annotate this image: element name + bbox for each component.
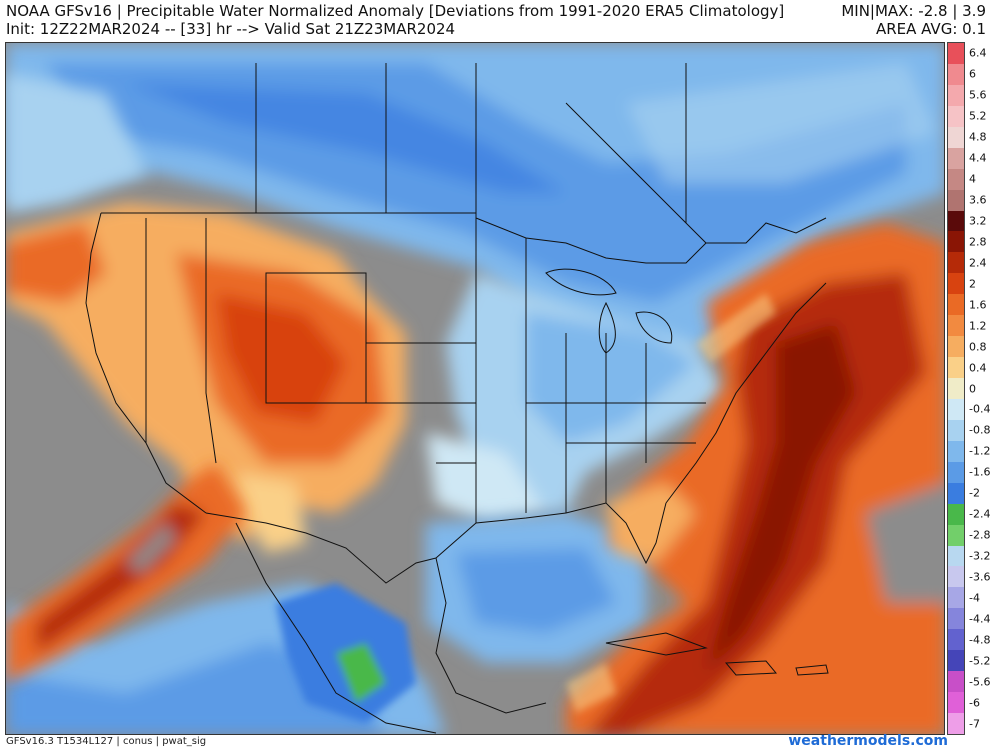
colorbar-tick-label: 2.8 — [969, 235, 987, 248]
colorbar-tick-label: -0.4 — [969, 403, 990, 416]
colorbar-tick-label: -3.6 — [969, 570, 990, 583]
colorbar-cell — [948, 420, 964, 441]
colorbar-cell — [948, 378, 964, 399]
colorbar-cell — [948, 713, 964, 734]
colorbar-tick-label: 0.4 — [969, 361, 987, 374]
colorbar-cell — [948, 629, 964, 650]
colorbar-cell — [948, 273, 964, 294]
colorbar-cell — [948, 64, 964, 85]
colorbar-cell — [948, 252, 964, 273]
colorbar-tick-label: -4 — [969, 591, 980, 604]
colorbar-tick-label: 5.2 — [969, 110, 987, 123]
colorbar-cell — [948, 587, 964, 608]
colorbar-cell — [948, 483, 964, 504]
colorbar-tick-label: -2.4 — [969, 508, 990, 521]
colorbar-tick-label: 3.6 — [969, 194, 987, 207]
colorbar-tick-label: 6.4 — [969, 47, 987, 60]
colorbar-tick-label: -2.8 — [969, 529, 990, 542]
anomaly-map — [5, 42, 945, 735]
colorbar-cell — [948, 357, 964, 378]
colorbar-cell — [948, 462, 964, 483]
colorbar-tick-label: -5.2 — [969, 654, 990, 667]
colorbar-tick-label: 4.4 — [969, 152, 987, 165]
brand-link[interactable]: weathermodels.com — [788, 733, 948, 749]
colorbar-cell — [948, 211, 964, 232]
colorbar-cell — [948, 127, 964, 148]
map-svg — [6, 43, 945, 735]
colorbar — [947, 42, 965, 735]
colorbar-tick-label: -1.6 — [969, 466, 990, 479]
colorbar-tick-label: -4.8 — [969, 633, 990, 646]
area-average: AREA AVG: 0.1 — [876, 20, 986, 38]
colorbar-cell — [948, 148, 964, 169]
colorbar-cell — [948, 566, 964, 587]
colorbar-tick-label: -7 — [969, 717, 980, 730]
colorbar-tick-label: 3.2 — [969, 214, 987, 227]
colorbar-tick-label: 0.8 — [969, 340, 987, 353]
colorbar-cell — [948, 441, 964, 462]
colorbar-tick-label: -4.4 — [969, 612, 990, 625]
colorbar-tick-label: -3.2 — [969, 550, 990, 563]
colorbar-tick-label: 4.8 — [969, 131, 987, 144]
colorbar-tick-label: -6 — [969, 696, 980, 709]
colorbar-cell — [948, 504, 964, 525]
colorbar-cell — [948, 315, 964, 336]
colorbar-tick-label: 1.6 — [969, 298, 987, 311]
colorbar-cell — [948, 43, 964, 64]
colorbar-cell — [948, 294, 964, 315]
colorbar-cell — [948, 106, 964, 127]
chart-subtitle: Init: 12Z22MAR2024 -- [33] hr --> Valid … — [6, 20, 455, 38]
colorbar-cell — [948, 336, 964, 357]
colorbar-tick-label: -2 — [969, 487, 980, 500]
colorbar-tick-label: 2 — [969, 277, 976, 290]
colorbar-cell — [948, 399, 964, 420]
chart-title: NOAA GFSv16 | Precipitable Water Normali… — [6, 2, 784, 20]
colorbar-cell — [948, 692, 964, 713]
colorbar-tick-label: -0.8 — [969, 424, 990, 437]
colorbar-tick-label: 5.6 — [969, 89, 987, 102]
colorbar-tick-label: 0 — [969, 382, 976, 395]
colorbar-cell — [948, 525, 964, 546]
colorbar-cell — [948, 608, 964, 629]
colorbar-tick-label: -1.2 — [969, 445, 990, 458]
colorbar-tick-label: 6 — [969, 68, 976, 81]
colorbar-cell — [948, 231, 964, 252]
colorbar-cell — [948, 169, 964, 190]
colorbar-tick-label: -5.6 — [969, 675, 990, 688]
colorbar-cell — [948, 671, 964, 692]
colorbar-tick-label: 4 — [969, 173, 976, 186]
colorbar-cell — [948, 190, 964, 211]
colorbar-tick-label: 1.2 — [969, 319, 987, 332]
colorbar-cell — [948, 85, 964, 106]
colorbar-cell — [948, 546, 964, 567]
colorbar-tick-label: 2.4 — [969, 256, 987, 269]
min-max-stats: MIN|MAX: -2.8 | 3.9 — [841, 2, 986, 20]
colorbar-cell — [948, 650, 964, 671]
model-info: GFSv16.3 T1534L127 | conus | pwat_sig — [6, 736, 206, 747]
